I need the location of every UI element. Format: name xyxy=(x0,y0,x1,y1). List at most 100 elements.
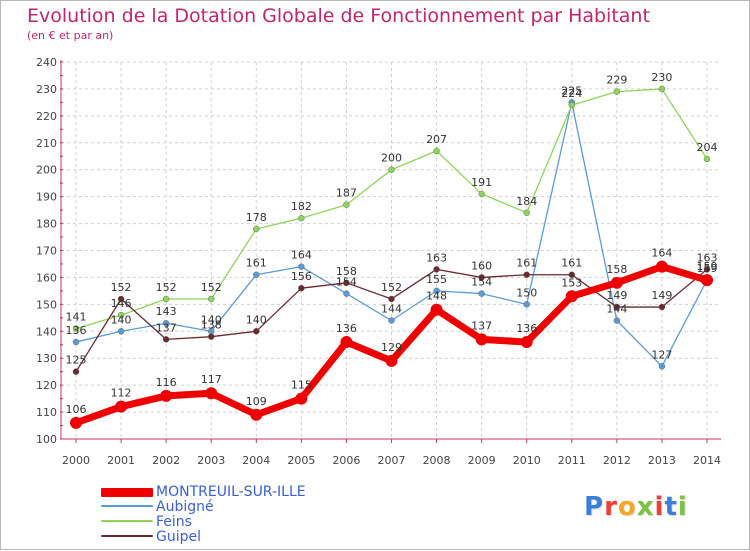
data-label-montreuil-sur-ille-2007: 129 xyxy=(381,341,402,354)
axes: 100 110 120 130 140 150 160 170 180 190 200 210 220 2… xyxy=(36,56,721,467)
point-guipel-2005 xyxy=(298,285,305,292)
point-montreuil-sur-ille-2004 xyxy=(250,408,263,421)
data-label-montreuil-sur-ille-2001: 112 xyxy=(111,387,132,400)
y-tick-label-220: 220 xyxy=(36,110,57,123)
legend-label-feins: Feins xyxy=(156,514,192,530)
data-label-feins-2001: 146 xyxy=(111,297,132,310)
proxiti-logo: Proxiti xyxy=(584,492,688,522)
point-montreuil-sur-ille-2003 xyxy=(205,387,218,400)
x-tick-label-2000: 2000 xyxy=(62,454,90,467)
logo-letter: o xyxy=(617,492,637,522)
y-tick-label-180: 180 xyxy=(36,218,57,231)
data-label-montreuil-sur-ille-2014: 159 xyxy=(697,260,718,273)
data-label-montreuil-sur-ille-2003: 117 xyxy=(201,373,222,386)
point-feins-2002 xyxy=(162,295,170,303)
x-tick-label-2008: 2008 xyxy=(423,454,451,467)
point-aubign--2006 xyxy=(343,290,350,297)
y-tick-label-230: 230 xyxy=(36,83,57,96)
data-label-guipel-2002: 137 xyxy=(156,321,177,334)
point-guipel-2000 xyxy=(72,368,80,375)
point-montreuil-sur-ille-2008 xyxy=(430,303,443,316)
point-montreuil-sur-ille-2006 xyxy=(340,336,353,349)
point-feins-2011 xyxy=(568,101,575,109)
point-montreuil-sur-ille-2012 xyxy=(610,276,623,289)
data-label-guipel-2000: 125 xyxy=(66,354,87,367)
data-label-feins-2011: 224 xyxy=(561,87,582,100)
data-label-montreuil-sur-ille-2005: 115 xyxy=(291,379,312,392)
data-label-guipel-2004: 140 xyxy=(246,313,267,326)
point-guipel-2014 xyxy=(703,266,711,273)
data-label-aubign--2012: 144 xyxy=(606,303,627,316)
legend-label-montreuil: MONTREUIL-SUR-ILLE xyxy=(156,484,306,500)
x-tick-label-2014: 2014 xyxy=(693,454,721,467)
point-feins-2009 xyxy=(478,190,485,198)
point-feins-2012 xyxy=(613,88,621,95)
data-label-montreuil-sur-ille-2006: 136 xyxy=(336,322,357,335)
data-label-montreuil-sur-ille-2009: 137 xyxy=(471,319,492,332)
point-montreuil-sur-ille-2007 xyxy=(385,354,398,367)
point-feins-2004 xyxy=(253,225,260,233)
y-tick-label-130: 130 xyxy=(36,352,57,365)
data-label-guipel-2006: 158 xyxy=(336,265,357,278)
data-label-montreuil-sur-ille-2013: 164 xyxy=(651,247,672,260)
data-label-montreuil-sur-ille-2011: 153 xyxy=(561,276,582,289)
point-aubign--2002 xyxy=(162,320,170,327)
y-tick-label-170: 170 xyxy=(36,245,57,258)
point-guipel-2003 xyxy=(208,333,215,340)
point-aubign--2010 xyxy=(523,301,530,308)
data-label-feins-2003: 152 xyxy=(201,281,222,294)
y-tick-label-240: 240 xyxy=(36,56,57,69)
point-aubign--2013 xyxy=(658,363,666,370)
x-tick-label-2012: 2012 xyxy=(603,454,631,467)
data-label-feins-2004: 178 xyxy=(246,211,267,224)
data-label-guipel-2008: 163 xyxy=(426,251,447,264)
data-label-aubign--2007: 144 xyxy=(381,303,402,316)
data-label-feins-2002: 152 xyxy=(156,281,177,294)
legend-label-guipel: Guipel xyxy=(156,529,202,545)
data-label-feins-2006: 187 xyxy=(336,187,357,200)
point-guipel-2007 xyxy=(388,295,395,303)
chart-title: Evolution de la Dotation Globale de Fonc… xyxy=(27,5,650,27)
data-label-feins-2009: 191 xyxy=(471,176,492,189)
point-aubign--2001 xyxy=(117,328,125,335)
data-label-aubign--2008: 155 xyxy=(426,273,447,286)
point-guipel-2010 xyxy=(523,271,530,278)
point-aubign--2012 xyxy=(613,317,621,324)
data-label-montreuil-sur-ille-2004: 109 xyxy=(246,395,267,408)
series-group xyxy=(70,85,713,429)
grid-lines xyxy=(61,61,721,440)
logo-letter: t xyxy=(664,492,678,522)
x-tick-label-2001: 2001 xyxy=(107,454,135,467)
point-feins-2007 xyxy=(388,166,395,173)
legend-swatch-aubigne xyxy=(101,505,153,507)
data-label-montreuil-sur-ille-2000: 106 xyxy=(66,403,87,416)
y-tick-label-100: 100 xyxy=(36,433,57,446)
point-guipel-2012 xyxy=(613,303,621,311)
point-feins-2014 xyxy=(703,155,711,163)
y-tick-label-110: 110 xyxy=(36,406,57,419)
x-tick-label-2006: 2006 xyxy=(332,454,360,467)
chart-subtitle: (en € et par an) xyxy=(27,29,114,42)
x-tick-label-2009: 2009 xyxy=(468,454,496,467)
y-tick-label-160: 160 xyxy=(36,271,57,284)
y-tick-label-200: 200 xyxy=(36,164,57,177)
data-label-aubign--2002: 143 xyxy=(156,305,177,318)
point-guipel-2004 xyxy=(253,328,260,335)
legend-label-aubigne: Aubigné xyxy=(156,499,214,515)
y-tick-label-140: 140 xyxy=(36,325,57,338)
data-label-feins-2007: 200 xyxy=(381,152,402,165)
y-tick-label-120: 120 xyxy=(36,379,57,392)
legend-swatch-guipel xyxy=(101,535,153,537)
point-guipel-2011 xyxy=(568,271,575,278)
point-aubign--2000 xyxy=(72,338,80,346)
x-tick-label-2011: 2011 xyxy=(558,454,586,467)
point-montreuil-sur-ille-2001 xyxy=(115,400,128,413)
y-tick-label-150: 150 xyxy=(36,298,57,311)
point-montreuil-sur-ille-2009 xyxy=(475,333,488,346)
data-label-guipel-2005: 156 xyxy=(291,270,312,283)
data-label-guipel-2007: 152 xyxy=(381,281,402,294)
logo-letter: i xyxy=(677,492,688,522)
point-feins-2013 xyxy=(658,85,666,93)
logo-letter: P xyxy=(584,492,605,522)
